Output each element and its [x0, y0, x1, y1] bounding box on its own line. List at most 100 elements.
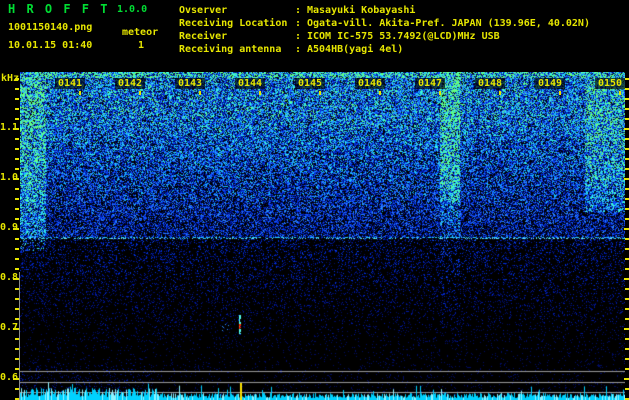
spectrogram-canvas — [20, 72, 625, 400]
time-label: 0141 — [55, 78, 85, 89]
time-tick — [379, 91, 381, 95]
freq-tick-right — [625, 338, 629, 340]
freq-axis-unit: kHz — [1, 73, 20, 84]
time-label: 0145 — [295, 78, 325, 89]
freq-tick-right — [625, 298, 629, 300]
antenna-value: A504HB(yagi 4el) — [307, 44, 404, 55]
freq-label: 0.9 — [0, 222, 19, 233]
freq-tick-right — [624, 228, 629, 230]
freq-tick-left — [15, 358, 19, 360]
antenna-label: Receiving antenna — [179, 44, 282, 55]
time-tick — [619, 91, 621, 95]
freq-tick-left — [15, 238, 19, 240]
freq-tick-left — [15, 298, 19, 300]
freq-tick-left — [15, 248, 19, 250]
receiver-value: ICOM IC-575 53.7492(@LCD)MHz USB — [307, 31, 500, 42]
freq-tick-left — [15, 148, 19, 150]
app-version: 1.0.0 — [117, 4, 148, 15]
freq-tick-right — [624, 378, 629, 380]
separator: : — [295, 18, 302, 29]
freq-tick-right — [625, 218, 629, 220]
freq-tick-right — [625, 398, 629, 400]
freq-tick-right — [625, 368, 629, 370]
freq-tick-right — [625, 238, 629, 240]
freq-tick-left — [15, 398, 19, 400]
freq-tick-right — [625, 148, 629, 150]
time-label: 0150 — [595, 78, 625, 89]
freq-tick-left — [15, 338, 19, 340]
app-title: H R O F F T — [8, 2, 110, 16]
freq-tick-right — [625, 348, 629, 350]
freq-tick-left — [15, 368, 19, 370]
freq-tick-right — [625, 318, 629, 320]
time-label: 0148 — [475, 78, 505, 89]
freq-tick-left — [15, 98, 19, 100]
location-value: Ogata-vill. Akita-Pref. JAPAN (139.96E, … — [307, 18, 590, 29]
time-tick — [199, 91, 201, 95]
freq-tick-right — [625, 388, 629, 390]
info-row-antenna: Receiving antenna : A504HB(yagi 4el) — [179, 44, 627, 57]
freq-tick-left — [13, 328, 19, 330]
time-label: 0143 — [175, 78, 205, 89]
info-row-receiver: Receiver : ICOM IC-575 53.7492(@LCD)MHz … — [179, 31, 627, 44]
time-label: 0144 — [235, 78, 265, 89]
freq-tick-left — [15, 158, 19, 160]
observer-label: Ovserver — [179, 5, 228, 16]
level-scale-line — [19, 272, 20, 400]
freq-tick-left — [13, 178, 19, 180]
separator: : — [295, 5, 302, 16]
freq-tick-left — [15, 78, 19, 80]
time-tick — [259, 91, 261, 95]
time-tick — [79, 91, 81, 95]
mode-label: meteor — [122, 27, 159, 38]
freq-tick-left — [15, 348, 19, 350]
freq-tick-left — [13, 378, 19, 380]
freq-tick-left — [13, 128, 19, 130]
freq-tick-right — [625, 258, 629, 260]
observer-value: Masayuki Kobayashi — [307, 5, 416, 16]
info-row-location: Receiving Location : Ogata-vill. Akita-P… — [179, 18, 627, 31]
freq-tick-left — [15, 198, 19, 200]
time-label: 0146 — [355, 78, 385, 89]
time-tick — [559, 91, 561, 95]
freq-tick-left — [15, 388, 19, 390]
freq-tick-left — [15, 108, 19, 110]
freq-tick-right — [625, 208, 629, 210]
info-row-observer: Ovserver : Masayuki Kobayashi — [179, 5, 627, 18]
freq-tick-left — [15, 318, 19, 320]
freq-tick-right — [625, 268, 629, 270]
freq-label: 1.1 — [0, 122, 19, 133]
freq-tick-right — [624, 128, 629, 130]
time-label: 0147 — [415, 78, 445, 89]
freq-tick-left — [15, 268, 19, 270]
freq-tick-right — [625, 248, 629, 250]
freq-tick-right — [625, 108, 629, 110]
freq-tick-left — [15, 308, 19, 310]
meteor-count: 1 — [138, 40, 145, 51]
freq-tick-left — [15, 118, 19, 120]
time-tick — [439, 91, 441, 95]
freq-label: 1.0 — [0, 172, 19, 183]
separator: : — [295, 31, 302, 42]
freq-tick-right — [625, 168, 629, 170]
freq-tick-left — [15, 188, 19, 190]
freq-tick-right — [625, 308, 629, 310]
freq-label: 0.8 — [0, 272, 19, 283]
freq-tick-right — [625, 188, 629, 190]
freq-tick-left — [15, 168, 19, 170]
freq-tick-left — [15, 288, 19, 290]
time-tick — [139, 91, 141, 95]
datetime-label: 10.01.15 01:40 — [8, 40, 93, 51]
time-label: 0149 — [535, 78, 565, 89]
freq-tick-left — [13, 278, 19, 280]
freq-tick-right — [625, 88, 629, 90]
time-label: 0142 — [115, 78, 145, 89]
freq-tick-right — [624, 278, 629, 280]
output-filename: 1001150140.png — [8, 22, 93, 33]
separator: : — [295, 44, 302, 55]
freq-tick-left — [13, 228, 19, 230]
freq-tick-right — [625, 198, 629, 200]
receiver-label: Receiver — [179, 31, 228, 42]
freq-tick-left — [15, 88, 19, 90]
